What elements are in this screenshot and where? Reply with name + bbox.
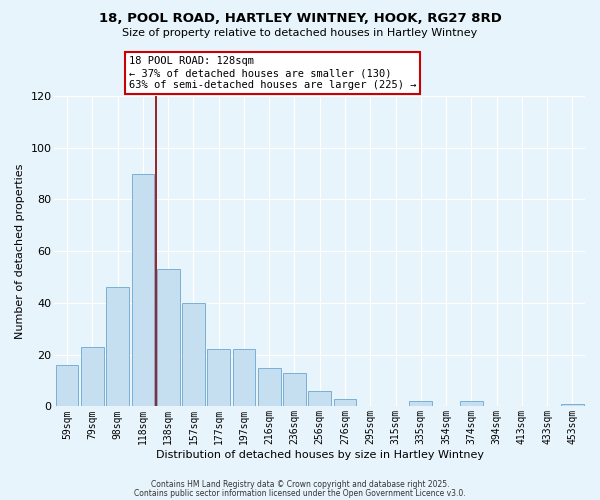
- Y-axis label: Number of detached properties: Number of detached properties: [15, 164, 25, 339]
- Bar: [561, 404, 584, 406]
- Bar: [334, 398, 356, 406]
- Bar: [208, 350, 230, 406]
- Text: 18 POOL ROAD: 128sqm
← 37% of detached houses are smaller (130)
63% of semi-deta: 18 POOL ROAD: 128sqm ← 37% of detached h…: [129, 56, 416, 90]
- Bar: [283, 373, 306, 406]
- Bar: [233, 350, 256, 406]
- Bar: [182, 303, 205, 406]
- Bar: [409, 401, 432, 406]
- Text: 18, POOL ROAD, HARTLEY WINTNEY, HOOK, RG27 8RD: 18, POOL ROAD, HARTLEY WINTNEY, HOOK, RG…: [98, 12, 502, 26]
- Text: Contains HM Land Registry data © Crown copyright and database right 2025.: Contains HM Land Registry data © Crown c…: [151, 480, 449, 489]
- Bar: [56, 365, 79, 406]
- Bar: [157, 270, 179, 406]
- X-axis label: Distribution of detached houses by size in Hartley Wintney: Distribution of detached houses by size …: [156, 450, 484, 460]
- Bar: [106, 288, 129, 406]
- Bar: [258, 368, 281, 406]
- Bar: [308, 391, 331, 406]
- Bar: [460, 401, 482, 406]
- Bar: [81, 347, 104, 406]
- Bar: [131, 174, 154, 406]
- Text: Contains public sector information licensed under the Open Government Licence v3: Contains public sector information licen…: [134, 488, 466, 498]
- Text: Size of property relative to detached houses in Hartley Wintney: Size of property relative to detached ho…: [122, 28, 478, 38]
